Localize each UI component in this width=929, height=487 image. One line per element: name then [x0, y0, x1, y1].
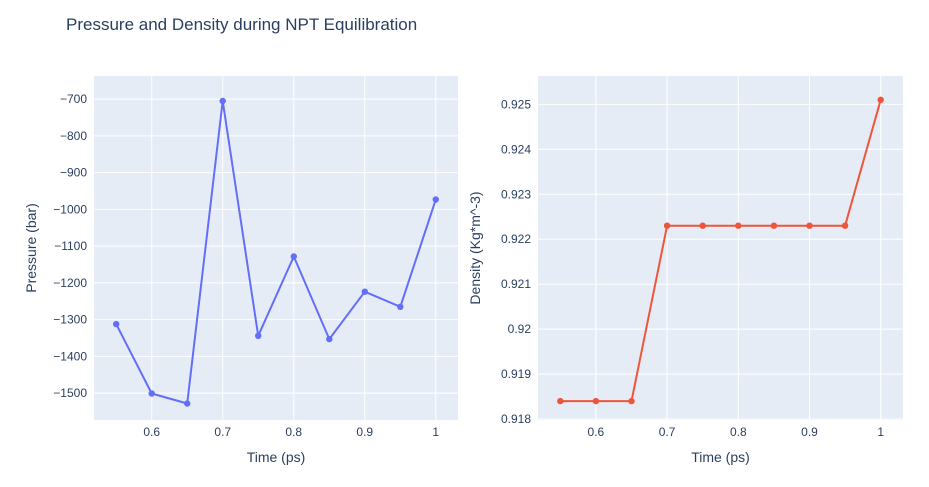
pressure-markers [113, 97, 439, 407]
pressure-x-axis-title: Time (ps) [247, 449, 306, 465]
pressure-y-tick-label: −700 [60, 92, 87, 106]
pressure-x-tick-label: 0.9 [356, 425, 373, 439]
pressure-x-tick-label: 0.6 [143, 425, 160, 439]
data-point[interactable] [255, 332, 262, 339]
pressure-x-tick-label: 0.8 [285, 425, 302, 439]
data-point[interactable] [592, 397, 600, 405]
density-y-tick-label: 0.918 [501, 412, 531, 426]
data-point[interactable] [557, 397, 564, 405]
density-y-tick-label: 0.923 [501, 187, 531, 201]
pressure-y-axis-title: Pressure (bar) [23, 203, 39, 292]
density-x-tick-label: 0.8 [730, 425, 747, 439]
pressure-y-tick-label: −1300 [53, 313, 87, 327]
density-x-tick-label: 0.7 [659, 425, 676, 439]
data-point[interactable] [290, 253, 297, 260]
data-point[interactable] [877, 96, 884, 104]
density-markers [557, 96, 884, 405]
data-point[interactable] [326, 335, 333, 343]
data-point[interactable] [663, 222, 671, 229]
pressure-x-tick-label: 0.7 [214, 425, 231, 439]
density-x-tick-label: 1 [877, 425, 884, 439]
density-x-tick-label: 0.6 [588, 425, 605, 439]
data-point[interactable] [735, 222, 742, 229]
pressure-chart[interactable]: 0.6 0.7 0.8 0.9 1 −700 −800 −900 −1000 −1100 −1200… [23, 76, 458, 465]
data-point[interactable] [770, 222, 778, 229]
pressure-x-tick-label: 1 [432, 425, 439, 439]
density-x-axis-title: Time (ps) [691, 449, 750, 465]
pressure-gridlines [94, 76, 458, 420]
data-point[interactable] [432, 196, 439, 203]
data-point[interactable] [806, 222, 813, 229]
pressure-series-line[interactable] [115, 100, 437, 405]
pressure-y-tick-label: −1400 [53, 349, 87, 363]
pressure-y-tick-label: −900 [60, 166, 87, 180]
data-point[interactable] [219, 97, 226, 105]
density-series-line[interactable] [559, 98, 882, 403]
data-point[interactable] [113, 320, 120, 328]
pressure-y-tick-label: −1100 [54, 239, 87, 253]
data-point[interactable] [841, 222, 849, 229]
density-gridlines [538, 76, 903, 420]
pressure-y-tick-label: −1200 [53, 276, 87, 290]
density-plot-area[interactable] [538, 76, 903, 420]
density-y-tick-label: 0.925 [501, 97, 531, 111]
density-y-tick-label: 0.92 [508, 322, 532, 336]
pressure-plot-area[interactable] [94, 76, 458, 420]
density-y-tick-label: 0.919 [501, 367, 531, 381]
figure-title: Pressure and Density during NPT Equilibr… [66, 15, 418, 34]
data-point[interactable] [699, 222, 706, 229]
density-chart[interactable]: 0.6 0.7 0.8 0.9 1 0.925 0.924 0.923 0.922 0.921 0.… [467, 76, 903, 465]
density-y-tick-label: 0.921 [501, 277, 531, 291]
pressure-y-tick-label: −1000 [53, 202, 87, 216]
data-point[interactable] [184, 400, 191, 407]
density-y-axis-title: Density (Kg*m^-3) [467, 191, 483, 304]
pressure-y-tick-label: −800 [60, 129, 87, 143]
density-y-tick-label: 0.924 [501, 142, 531, 156]
density-x-tick-label: 0.9 [801, 425, 818, 439]
data-point[interactable] [361, 288, 368, 295]
density-y-tick-label: 0.922 [501, 232, 531, 246]
data-point[interactable] [148, 390, 155, 397]
data-point[interactable] [397, 303, 404, 310]
pressure-y-tick-label: −1500 [53, 386, 87, 400]
data-point[interactable] [628, 397, 635, 405]
